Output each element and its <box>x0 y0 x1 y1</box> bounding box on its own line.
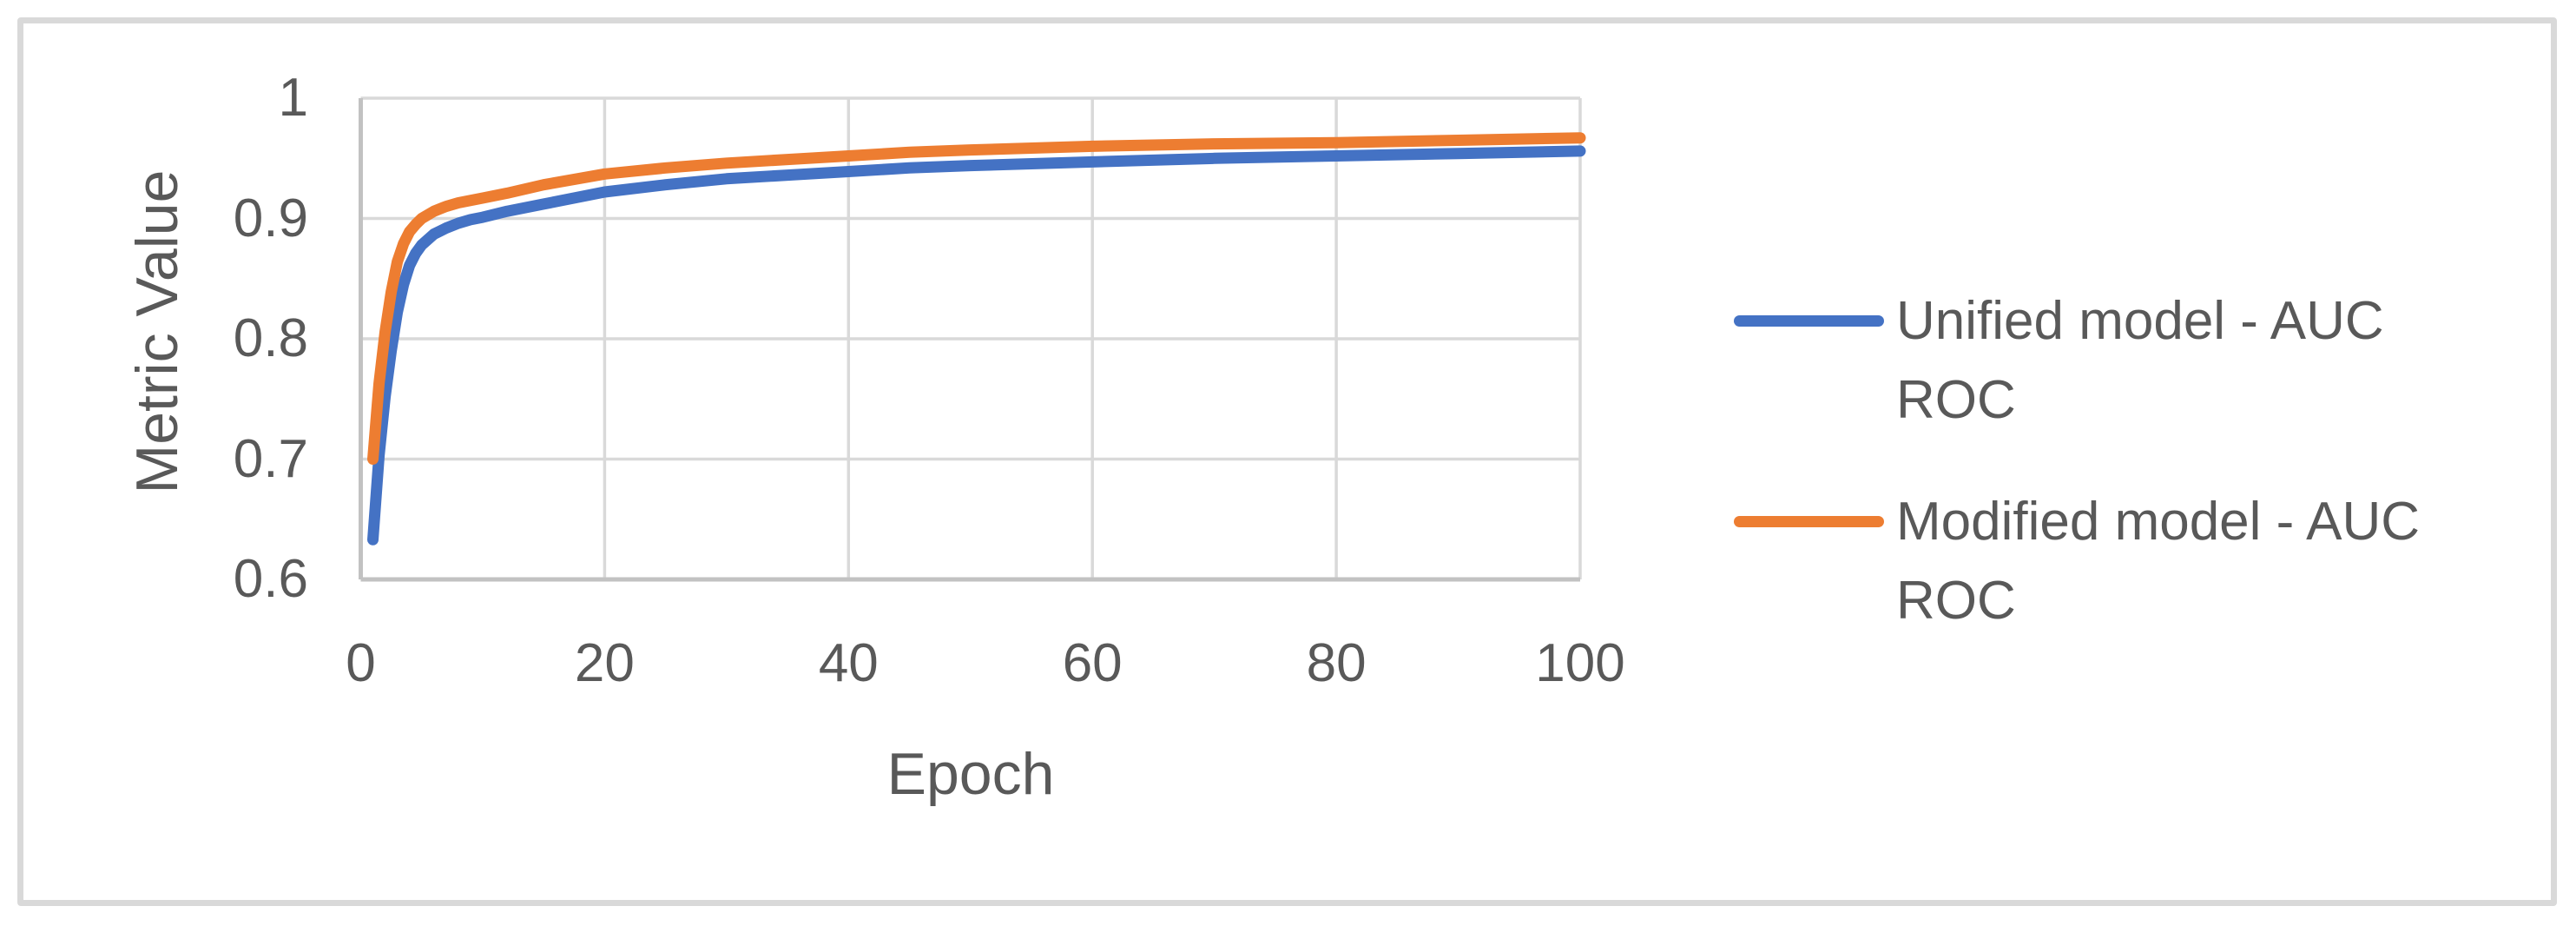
x-axis-tick-label: 80 <box>1306 633 1367 693</box>
x-axis-tick-label: 0 <box>346 633 376 693</box>
figure-border <box>17 17 2557 906</box>
legend-label-modified-model: Modified model - AUC ROC <box>1896 492 2421 631</box>
y-axis-tick-label: 0.6 <box>233 549 308 609</box>
curve-modified-model-auc-roc <box>367 132 1586 465</box>
x-axis-tick-label: 40 <box>818 633 879 693</box>
legend-item-modified-model: Modified model - AUC ROC <box>1734 482 2461 640</box>
legend-label-unified-model: Unified model - AUC ROC <box>1896 291 2384 430</box>
x-axis-tick-label: 20 <box>574 633 635 693</box>
y-axis-tick-label: 0.9 <box>233 188 308 248</box>
x-axis-tick-label: 100 <box>1535 633 1625 693</box>
legend-item-unified-model: Unified model - AUC ROC <box>1734 281 2461 440</box>
legend-swatch-modified-model <box>1734 516 1884 527</box>
curve-unified-model-auc-roc <box>367 145 1586 546</box>
legend-swatch-unified-model <box>1734 315 1884 327</box>
x-axis-title: Epoch <box>886 741 1055 807</box>
y-axis-tick-label: 0.8 <box>233 308 308 368</box>
x-axis-tick-label: 60 <box>1062 633 1123 693</box>
y-axis-tick-label: 0.7 <box>233 428 308 489</box>
y-axis-tick-label: 1 <box>278 68 308 128</box>
